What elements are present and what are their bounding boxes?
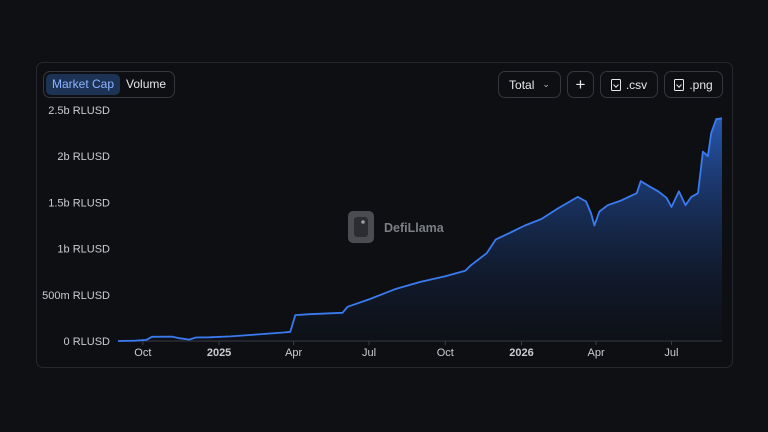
chart-series-line [117, 117, 723, 342]
chart-area-fill [118, 118, 722, 341]
x-tick-label: Oct [437, 347, 454, 359]
x-tick-label: Jul [362, 347, 376, 359]
chevron-down-icon: ⌄ [542, 79, 550, 89]
png-label: .png [689, 77, 713, 92]
llama-logo-icon [348, 211, 374, 243]
y-tick-label: 1b RLUSD [57, 244, 110, 256]
download-file-icon [674, 78, 685, 91]
x-tick-label: Oct [134, 347, 151, 359]
tab-market-cap[interactable]: Market Cap [46, 74, 121, 95]
download-file-icon [610, 78, 621, 91]
x-tick-label: Apr [285, 347, 302, 359]
total-dropdown-label: Total [509, 77, 535, 92]
csv-label: .csv [625, 77, 648, 92]
total-dropdown[interactable]: Total ⌄ [498, 71, 561, 98]
y-tick-label: 0 RLUSD [64, 336, 111, 348]
y-tick-label: 500m RLUSD [42, 290, 110, 302]
watermark-text: DefiLlama [384, 221, 445, 235]
watermark: DefiLlama [348, 211, 445, 243]
x-tick-label: 2026 [509, 347, 533, 359]
y-tick-label: 1.5b RLUSD [48, 197, 110, 209]
y-tick-label: 2.5b RLUSD [48, 105, 110, 117]
plus-icon: + [575, 74, 586, 94]
download-png-button[interactable]: .png [664, 71, 723, 98]
x-tick-label: 2025 [207, 347, 231, 359]
y-tick-label: 2b RLUSD [57, 151, 110, 163]
add-button[interactable]: + [567, 71, 594, 98]
metric-toggle: Market Cap Volume [43, 71, 176, 98]
x-tick-label: Apr [588, 347, 605, 359]
tab-volume[interactable]: Volume [126, 77, 167, 91]
x-tick-label: Jul [664, 347, 678, 359]
download-csv-button[interactable]: .csv [600, 71, 658, 98]
